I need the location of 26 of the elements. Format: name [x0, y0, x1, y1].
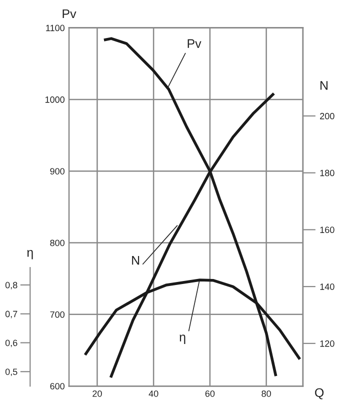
annotation: η — [180, 334, 186, 344]
y-tick-label: 900 — [50, 168, 64, 174]
annotation: Pv — [188, 39, 202, 48]
y3-tick-label: 0,6 — [5, 340, 18, 348]
y3-tick-label: 0,5 — [5, 368, 18, 376]
y3-tick-label: 0,7 — [5, 310, 18, 318]
y2-axis-title: N — [320, 81, 328, 90]
x-tick-label: 20 — [92, 390, 102, 397]
x-tick-label: 80 — [262, 390, 271, 397]
y-tick-label: 1000 — [45, 96, 64, 103]
y-tick-label: 800 — [50, 240, 64, 246]
y2-tick-label: 140 — [320, 284, 334, 290]
y2-tick-label: 120 — [320, 340, 334, 347]
y2-tick-label: 160 — [320, 226, 334, 234]
y3-axis-title: η — [27, 250, 33, 260]
y2-tick-label: 180 — [320, 170, 334, 176]
y2-tick-label: 200 — [320, 112, 334, 120]
x-axis-title: Q — [315, 388, 324, 400]
y-axis-title: Pv — [62, 9, 76, 18]
y-tick-label: 1100 — [46, 24, 64, 32]
y3-tick-label: 0,8 — [5, 282, 18, 290]
x-tick-label: 60 — [205, 390, 215, 397]
y-tick-label: 600 — [50, 383, 64, 390]
annotation: N — [132, 256, 140, 265]
x-tick-label: 40 — [148, 390, 158, 397]
y-tick-label: 700 — [50, 311, 64, 318]
